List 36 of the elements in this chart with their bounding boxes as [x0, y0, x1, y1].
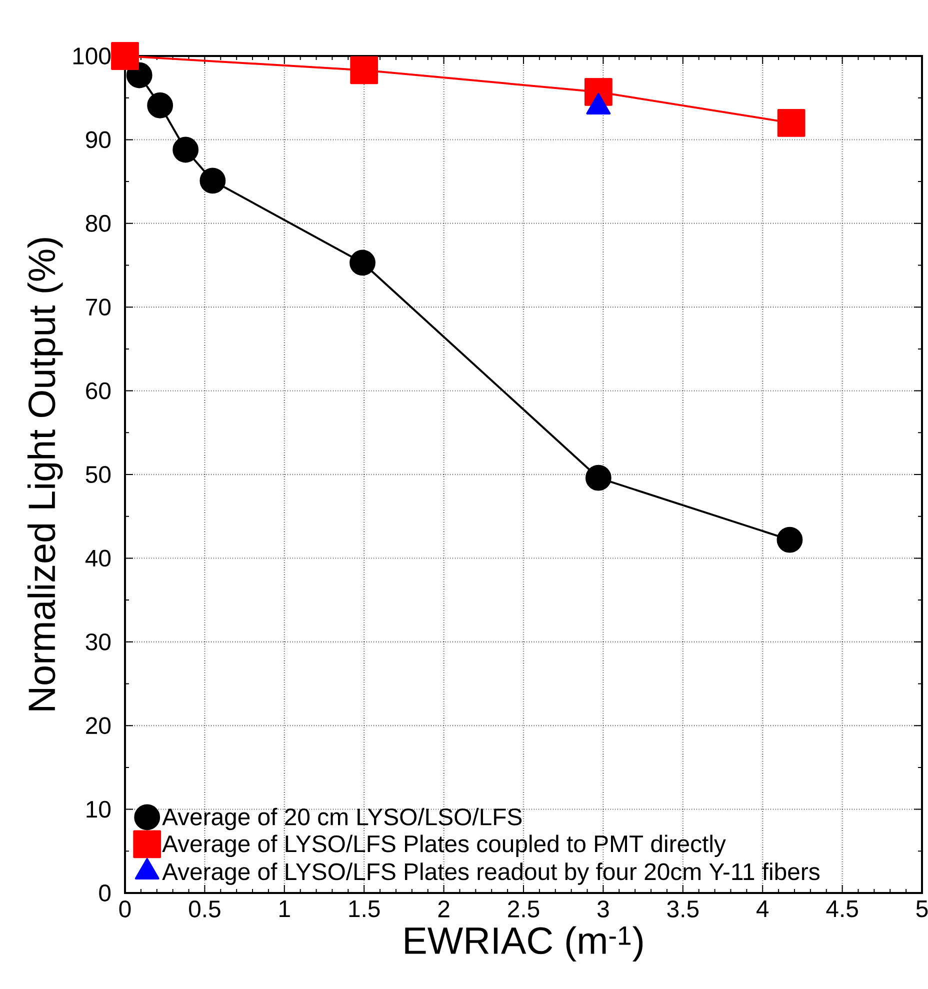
y-tick-label: 30: [86, 633, 111, 650]
point: [172, 136, 199, 163]
x-tick-label: 1.5: [349, 900, 380, 918]
legend-label: Average of LYSO/LFS Plates readout by four 20cm Y-11 fibers: [162, 862, 820, 885]
y-tick-label: 20: [86, 717, 111, 734]
point: [585, 464, 612, 491]
legend-label: Average of 20 cm LYSO/LSO/LFS: [162, 808, 522, 830]
x-tick-label: 3: [597, 900, 609, 918]
x-tick-label: 5: [916, 900, 928, 918]
point: [200, 168, 226, 194]
legend-label: Average of LYSO/LFS Plates coupled to PMT directly: [162, 834, 726, 858]
x-tick-label: 2.5: [508, 900, 540, 918]
y-tick-label: 40: [85, 550, 111, 567]
x-tick-label: 1: [280, 900, 290, 917]
x-tick-label: 0.5: [189, 900, 220, 918]
y-tick-label: 70: [86, 298, 111, 316]
x-axis-title: EWRIAC (m$^{-1}$): [405, 926, 643, 962]
y-tick-label: 100: [73, 48, 111, 64]
y-tick-label: 90: [86, 131, 111, 148]
y-tick-label: 80: [86, 214, 111, 232]
point: [777, 109, 806, 137]
y-tick-label: 50: [86, 466, 111, 483]
x-tick-label: 4.5: [826, 900, 858, 918]
point: [776, 526, 803, 553]
point: [350, 56, 378, 84]
y-tick-label: 0: [99, 884, 111, 902]
point: [350, 250, 376, 276]
y-axis-title: Normalized Light Output (%): [27, 238, 63, 710]
y-tick-label: 10: [86, 800, 111, 818]
point: [111, 42, 139, 70]
point: [147, 92, 174, 118]
y-tick-label: 60: [86, 382, 111, 400]
x-tick-label: 4: [756, 900, 769, 917]
x-tick-label: 3.5: [667, 900, 699, 918]
x-tick-label: 2: [438, 900, 450, 918]
x-tick-label: 0: [119, 900, 131, 918]
